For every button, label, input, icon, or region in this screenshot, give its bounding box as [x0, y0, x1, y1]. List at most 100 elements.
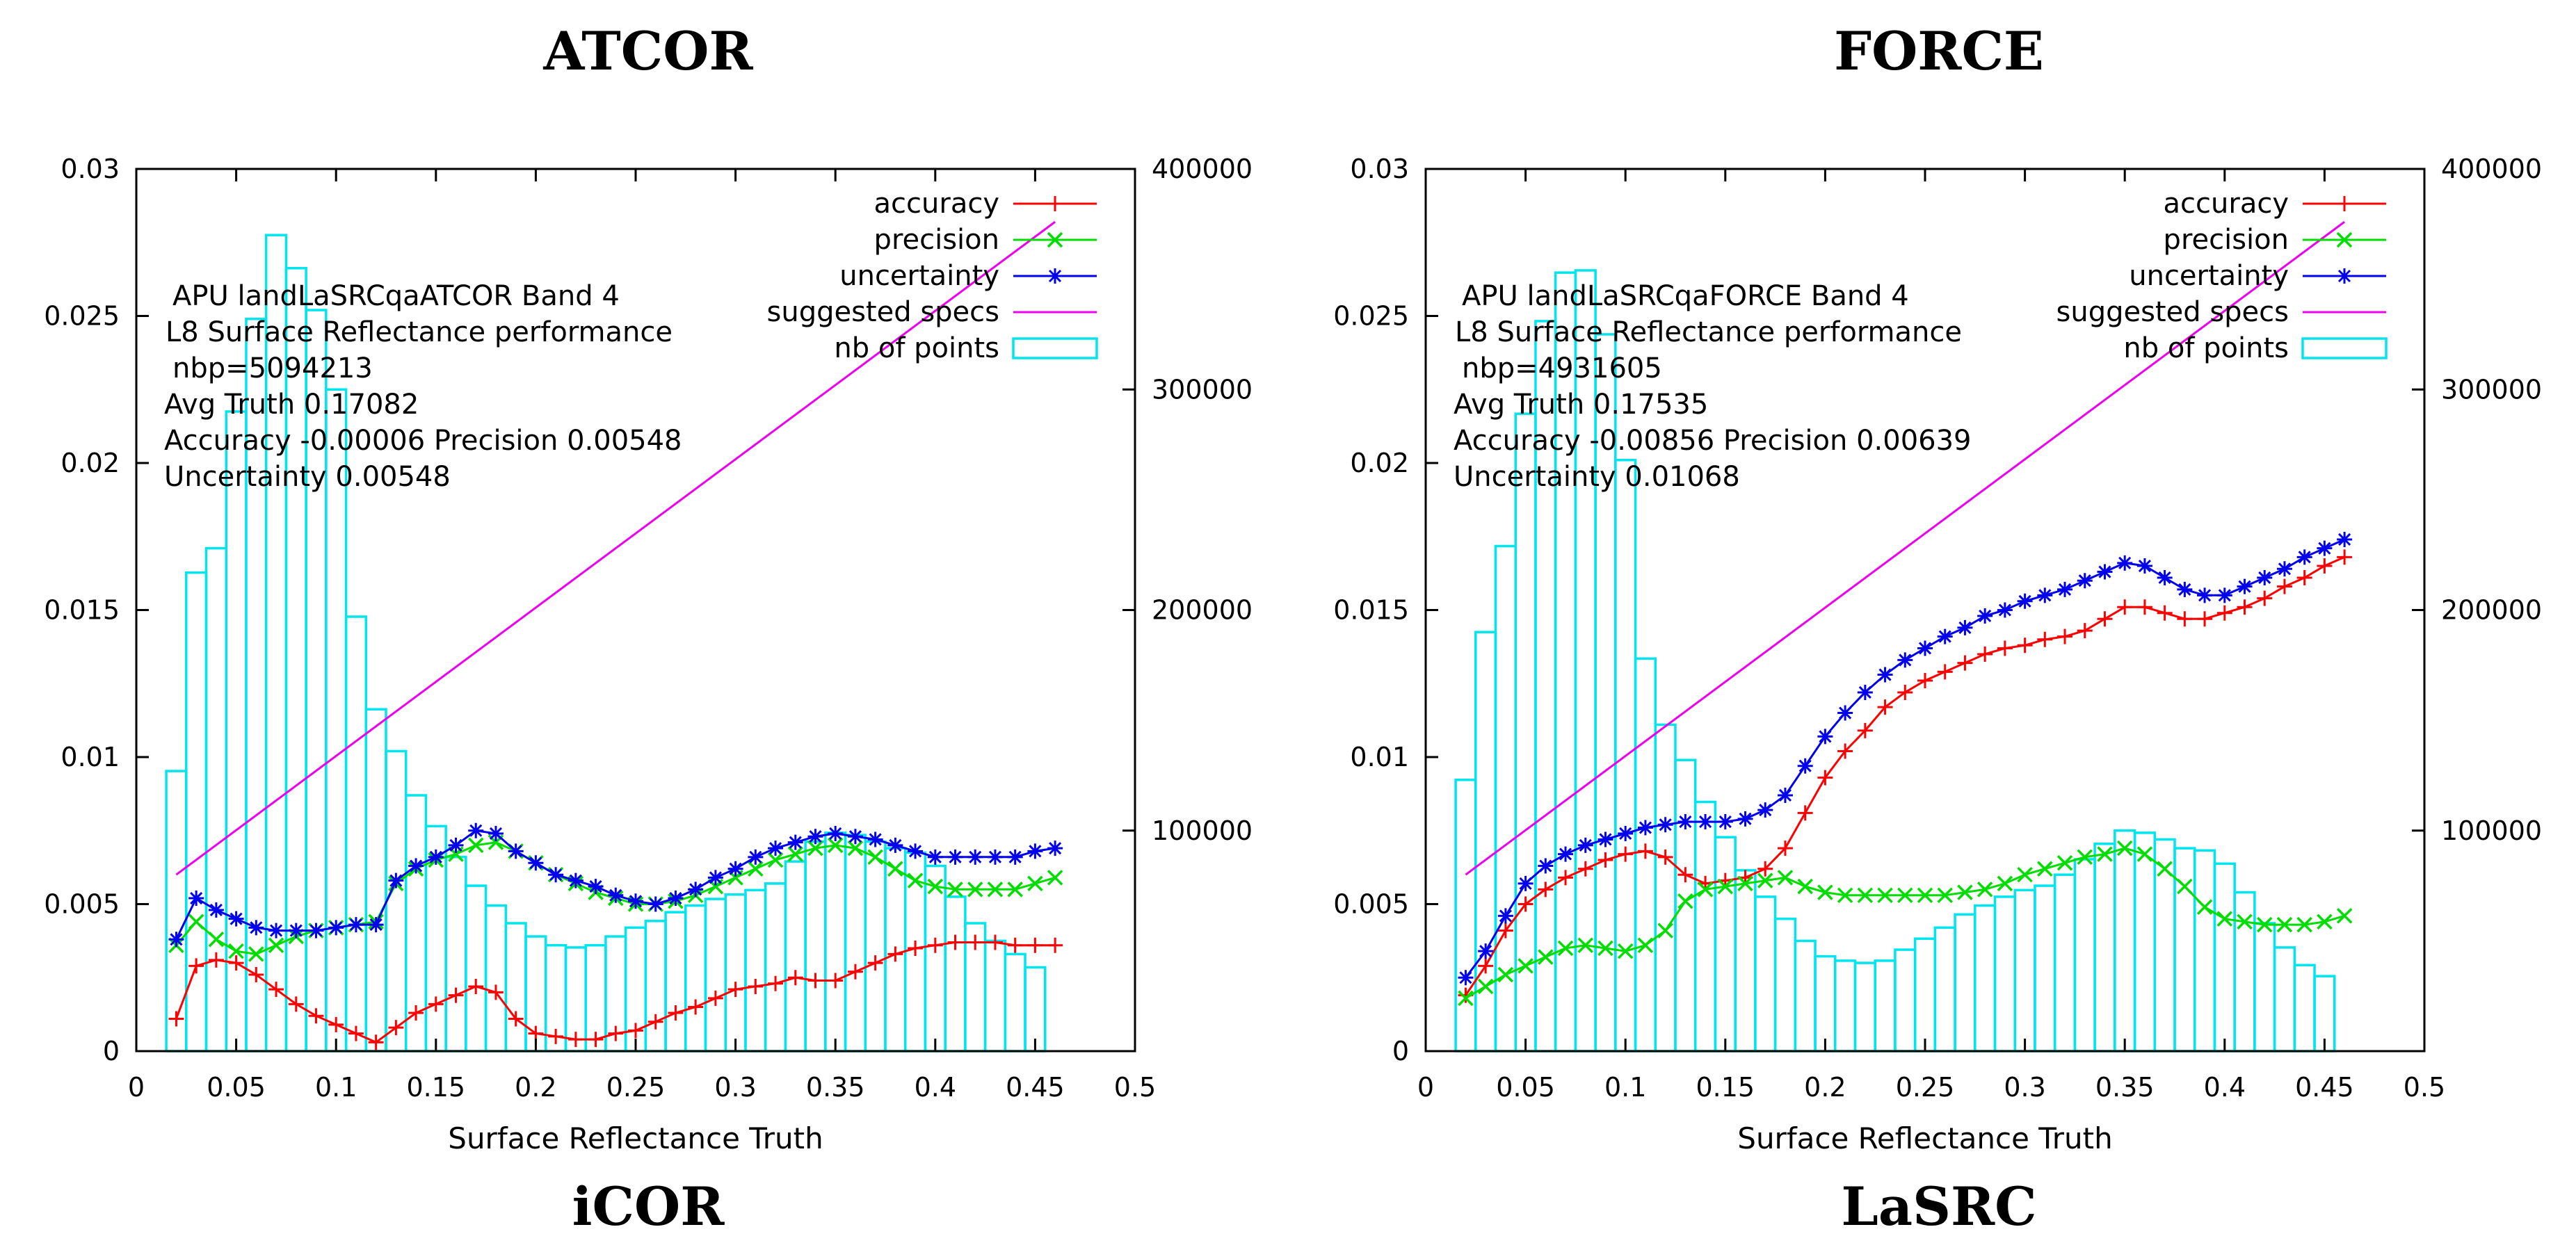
uncertainty-point [1538, 858, 1554, 874]
uncertainty-point [1937, 628, 1953, 644]
annotation-line: nbp=5094213 [172, 352, 373, 384]
precision-point [807, 840, 823, 856]
accuracy-point [1897, 684, 1913, 700]
uncertainty-point [1857, 684, 1873, 700]
accuracy-point [1497, 923, 1513, 939]
histogram-bar [2213, 862, 2236, 1053]
histogram-bar [1514, 412, 1537, 1053]
suggested-specs-line [1465, 220, 2346, 876]
uncertainty-point [248, 920, 264, 936]
histogram-bar [1693, 800, 1717, 1053]
accuracy-point [208, 952, 224, 968]
accuracy-point [2257, 590, 2273, 606]
accuracy-point [2237, 599, 2253, 615]
series-accuracy [1458, 549, 2353, 1003]
precision-point [1477, 978, 1494, 995]
histogram-bar [804, 840, 827, 1053]
accuracy-point [228, 955, 244, 971]
accuracy-point [328, 1016, 344, 1032]
annotation-line: Avg Truth 0.17535 [1454, 389, 1708, 421]
accuracy-point [288, 996, 304, 1012]
series-precision [1458, 840, 2353, 1007]
x-tick-label: 0.1 [315, 1072, 357, 1103]
uncertainty-point [268, 923, 284, 939]
precision-point [867, 849, 883, 866]
histogram-bar [924, 864, 947, 1053]
uncertainty-point [228, 911, 244, 927]
precision-point [1557, 940, 1574, 957]
precision-point [967, 882, 983, 897]
histogram-bar [644, 920, 667, 1053]
accuracy-point [1597, 852, 1613, 868]
y-tick-label: 0.03 [1350, 154, 1409, 184]
x-tick-label: 0.2 [1804, 1072, 1846, 1103]
uncertainty-point [548, 867, 564, 883]
accuracy-point [647, 1014, 663, 1030]
annotation-line: Accuracy -0.00006 Precision 0.00548 [164, 425, 682, 457]
histogram-bar [385, 749, 408, 1053]
accuracy-point [1877, 699, 1893, 715]
histogram-bar [305, 309, 328, 1053]
y2-tick-label: 200000 [2441, 595, 2542, 626]
uncertainty-point [867, 831, 883, 847]
accuracy-point [528, 1025, 544, 1041]
histogram-bar [724, 893, 747, 1053]
uncertainty-point [2276, 561, 2292, 577]
y2-tick-label: 100000 [2441, 815, 2542, 846]
y-tick-label: 0.005 [44, 889, 120, 920]
precision-point [1897, 887, 1913, 904]
legend-label: precision [874, 224, 999, 256]
histogram-bar [504, 922, 527, 1053]
precision-point [2116, 840, 2133, 856]
accuracy-point [1618, 846, 1634, 862]
uncertainty-point [2037, 587, 2053, 603]
y-tick-label: 0.03 [61, 154, 120, 184]
uncertainty-point [828, 825, 844, 841]
histogram-bar [364, 708, 387, 1053]
precision-point [1637, 937, 1654, 953]
precision-point [248, 946, 264, 962]
histogram-bar [2114, 829, 2136, 1053]
precision-point [2317, 913, 2333, 930]
precision-point [2037, 861, 2053, 877]
histogram-bar [744, 888, 767, 1053]
uncertainty-point [1757, 802, 1773, 818]
legend-key-marker [1047, 268, 1063, 284]
uncertainty-point [908, 843, 924, 859]
histogram-bar [1874, 959, 1897, 1053]
precision-point [2177, 878, 2193, 895]
histogram-bar [704, 897, 727, 1053]
uncertainty-point [1737, 811, 1753, 827]
uncertainty-point [1618, 825, 1634, 841]
x-tick-label: 0.25 [606, 1072, 666, 1103]
accuracy-point [348, 1025, 364, 1041]
accuracy-point [2197, 611, 2213, 627]
uncertainty-point [2136, 558, 2152, 574]
accuracy-point [388, 1020, 404, 1036]
accuracy-point [1478, 958, 1494, 974]
y2-tick-label: 300000 [1152, 374, 1253, 405]
uncertainty-point [2157, 569, 2173, 585]
uncertainty-point [927, 849, 943, 865]
precision-point [2017, 866, 2033, 883]
uncertainty-point [2177, 581, 2193, 597]
histogram-bar [684, 904, 707, 1053]
precision-point [188, 913, 204, 930]
precision-point [1977, 882, 1993, 897]
precision-point [1757, 872, 1773, 888]
y2-tick-label: 100000 [1152, 815, 1253, 846]
uncertainty-point [567, 872, 583, 888]
x-tick-label: 0.25 [1896, 1072, 1955, 1103]
uncertainty-point [1027, 843, 1043, 859]
legend-key-marker [1047, 232, 1063, 248]
histogram-bar [1814, 955, 1837, 1053]
precision-point [1007, 882, 1023, 897]
accuracy-point [2337, 549, 2353, 565]
accuracy-point [2017, 637, 2033, 653]
uncertainty-point [528, 855, 544, 871]
uncertainty-point [2337, 531, 2353, 547]
accuracy-point [308, 1008, 324, 1024]
uncertainty-line [175, 829, 1056, 940]
uncertainty-point [1797, 758, 1813, 774]
uncertainty-point [2017, 593, 2033, 609]
